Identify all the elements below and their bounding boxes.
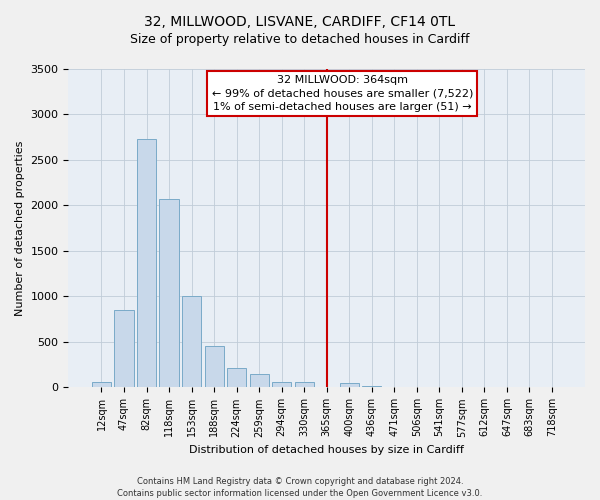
Bar: [160, 199, 179, 388]
Bar: [340, 383, 359, 388]
X-axis label: Distribution of detached houses by size in Cardiff: Distribution of detached houses by size …: [189, 445, 464, 455]
Y-axis label: Number of detached properties: Number of detached properties: [15, 140, 25, 316]
Bar: [137, 139, 156, 388]
Text: 32, MILLWOOD, LISVANE, CARDIFF, CF14 0TL: 32, MILLWOOD, LISVANE, CARDIFF, CF14 0TL: [145, 15, 455, 29]
Bar: [362, 386, 382, 388]
Text: Contains HM Land Registry data © Crown copyright and database right 2024.
Contai: Contains HM Land Registry data © Crown c…: [118, 476, 482, 498]
Bar: [115, 310, 134, 388]
Text: 32 MILLWOOD: 364sqm
← 99% of detached houses are smaller (7,522)
1% of semi-deta: 32 MILLWOOD: 364sqm ← 99% of detached ho…: [212, 76, 473, 112]
Bar: [205, 346, 224, 388]
Bar: [295, 382, 314, 388]
Text: Size of property relative to detached houses in Cardiff: Size of property relative to detached ho…: [130, 32, 470, 46]
Bar: [92, 382, 111, 388]
Bar: [250, 374, 269, 388]
Bar: [272, 382, 291, 388]
Bar: [227, 368, 246, 388]
Bar: [182, 296, 201, 388]
